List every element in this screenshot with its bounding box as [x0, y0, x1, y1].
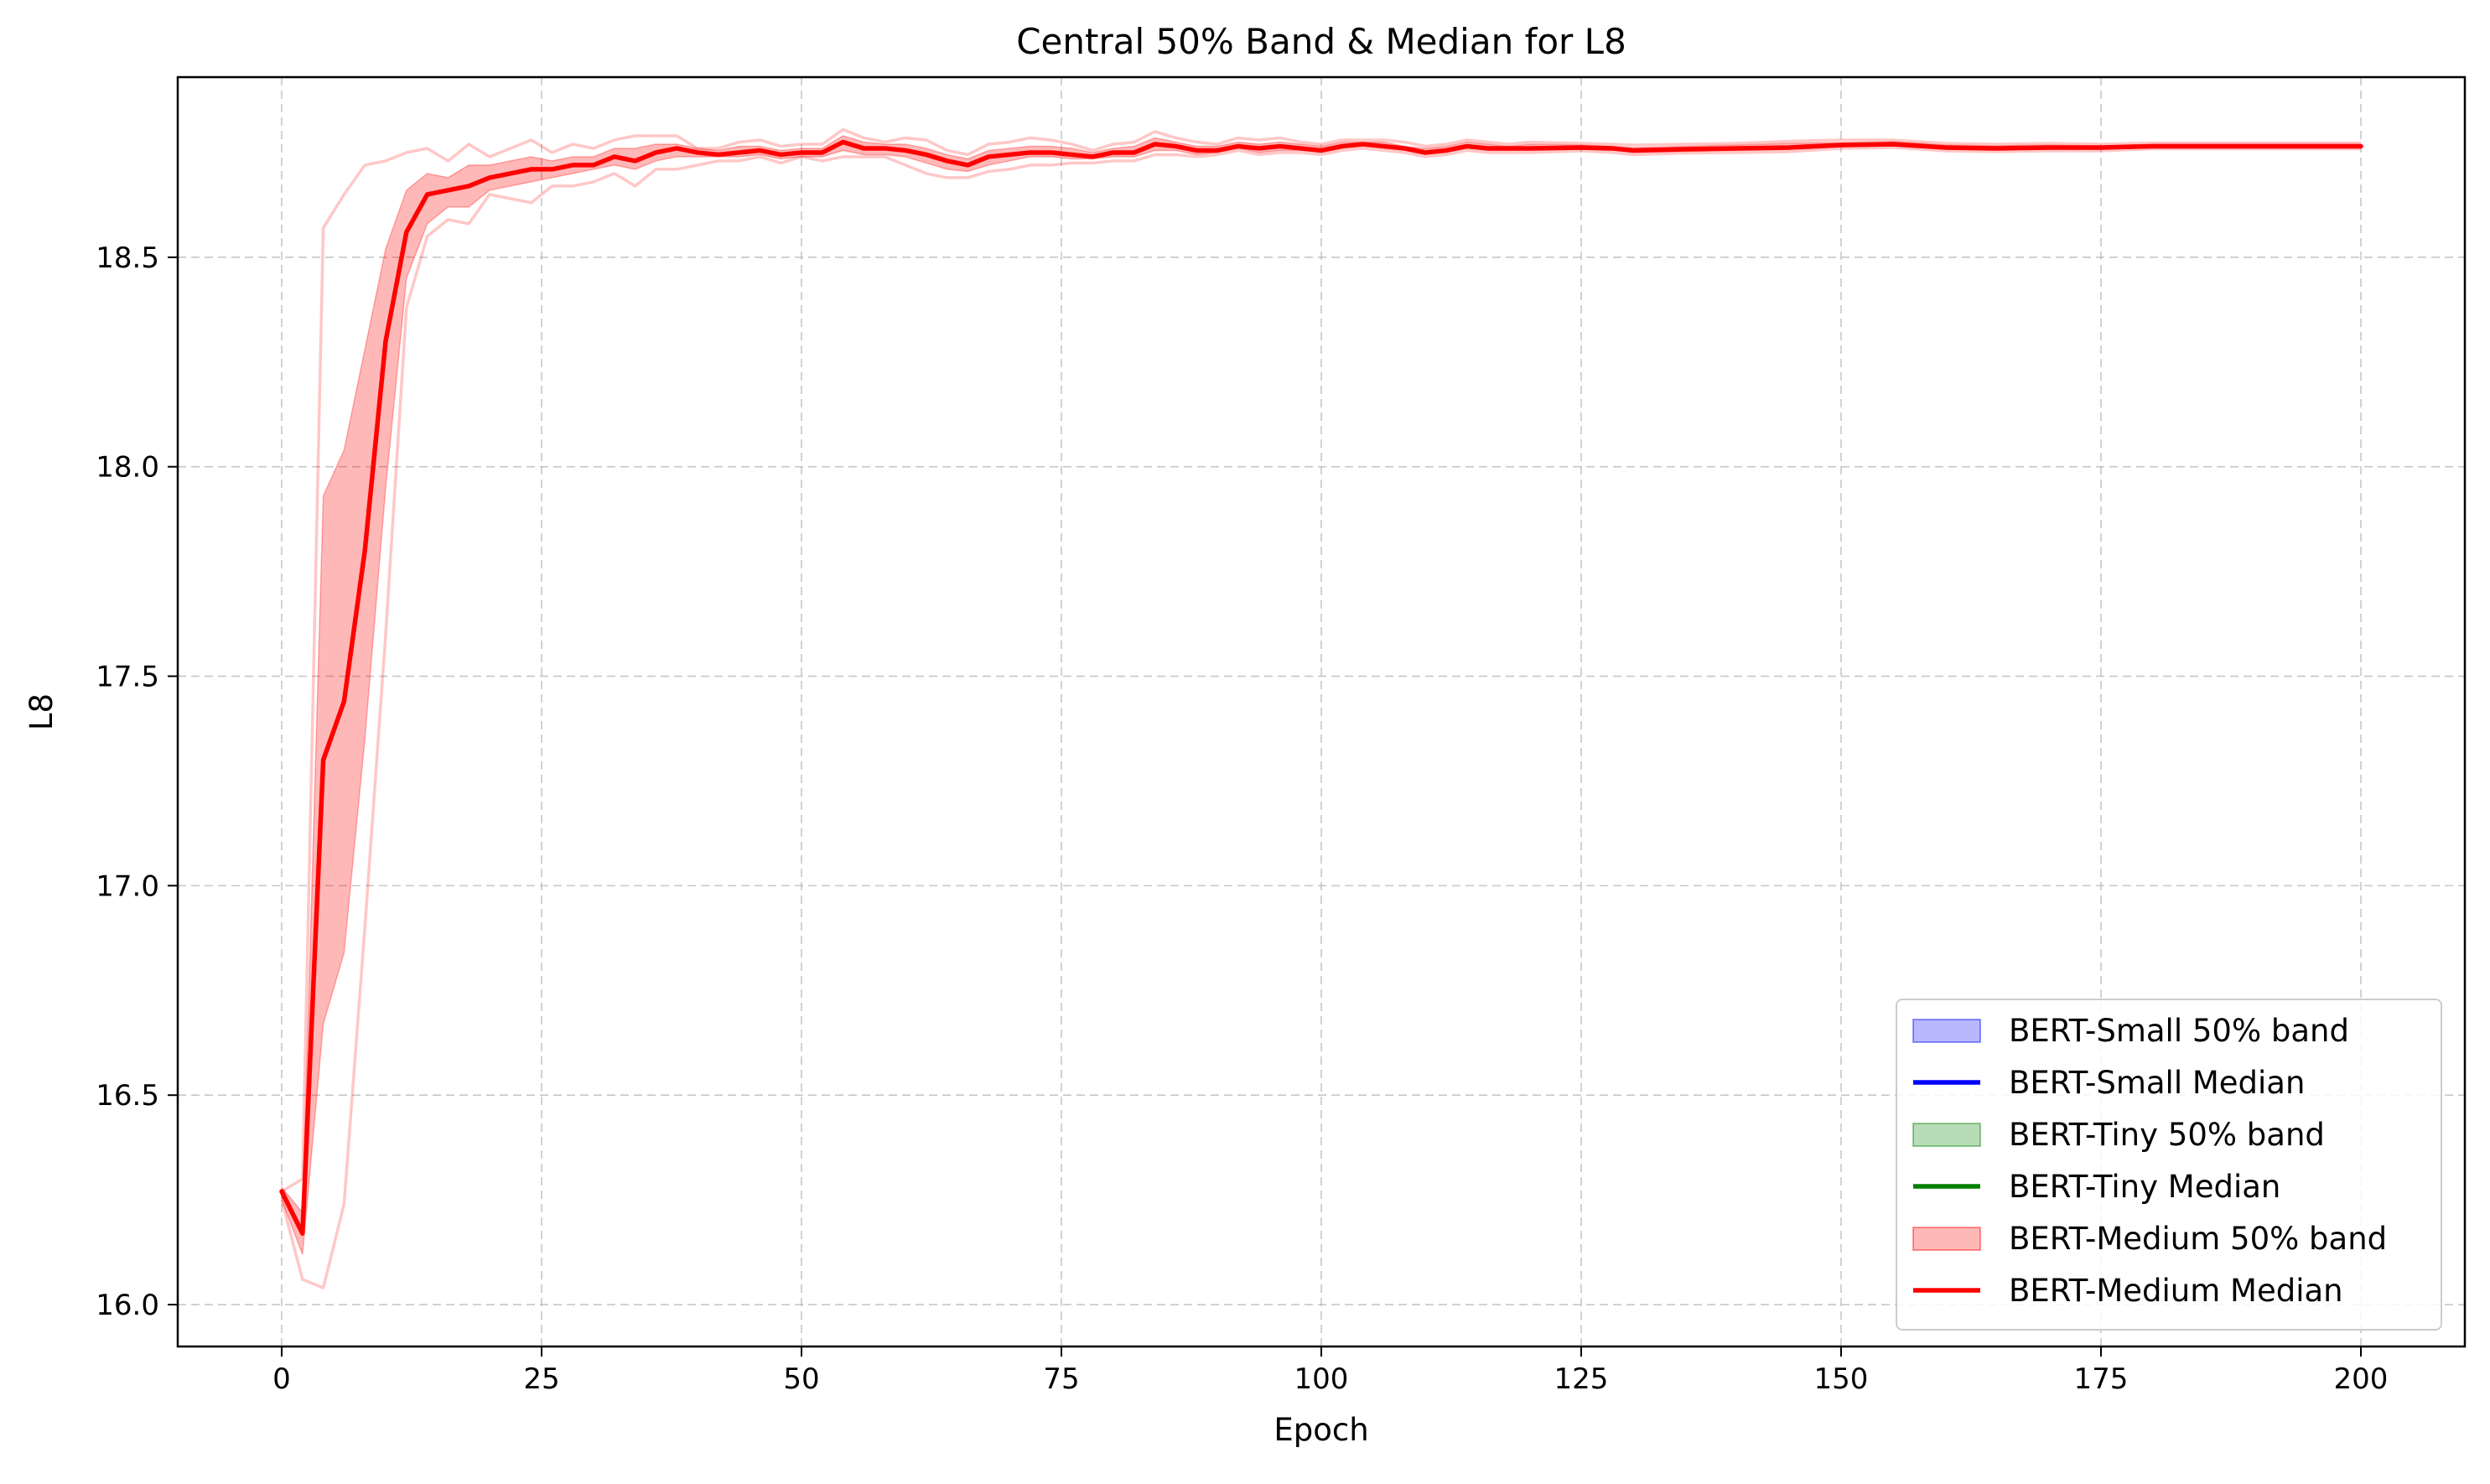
- x-tick-label: 0: [272, 1362, 291, 1396]
- x-tick-label: 100: [1294, 1362, 1349, 1396]
- plot-data: [279, 127, 2363, 1289]
- x-axis-label: Epoch: [1274, 1412, 1368, 1448]
- y-axis-label: L8: [23, 693, 60, 730]
- legend-label: BERT-Medium 50% band: [2009, 1221, 2387, 1257]
- legend-band-swatch: [1912, 1019, 1981, 1043]
- y-tick-label: 16.5: [96, 1079, 159, 1113]
- min-envelope-line: [280, 146, 2361, 1289]
- x-tick-label: 175: [2074, 1362, 2129, 1396]
- x-tick-label: 50: [783, 1362, 819, 1396]
- x-tick-label: 200: [2334, 1362, 2389, 1396]
- y-tick-label: 17.5: [96, 661, 159, 694]
- y-tick-label: 16.0: [96, 1289, 159, 1322]
- legend-label: BERT-Medium Median: [2009, 1273, 2343, 1309]
- y-tick-label: 17.0: [96, 869, 159, 903]
- legend-box: [1896, 999, 2442, 1331]
- legend-label: BERT-Small 50% band: [2009, 1013, 2349, 1049]
- x-tick-label: 150: [1814, 1362, 1869, 1396]
- legend-band-swatch: [1912, 1123, 1981, 1147]
- x-tick-label: 75: [1043, 1362, 1079, 1396]
- axis-ticks: 0 25 50 75 100 125 150 175 200 16.0 16.5 17.0 17.5 18…: [96, 241, 2388, 1396]
- legend-label: BERT-Tiny Median: [2009, 1169, 2280, 1205]
- x-tick-label: 125: [1554, 1362, 1609, 1396]
- y-tick-label: 18.0: [96, 451, 159, 485]
- legend-label: BERT-Tiny 50% band: [2009, 1117, 2325, 1153]
- legend: BERT-Small 50% band BERT-Small Median BERT…: [1896, 999, 2442, 1331]
- max-envelope-line: [281, 127, 2361, 1193]
- legend-band-swatch: [1912, 1227, 1981, 1251]
- median-line: [279, 139, 2363, 1236]
- grid: [178, 77, 2465, 1346]
- chart-title: Central 50% Band & Median for L8: [1016, 21, 1626, 62]
- y-tick-label: 18.5: [96, 241, 159, 275]
- legend-label: BERT-Small Median: [2009, 1065, 2305, 1101]
- x-tick-label: 25: [523, 1362, 559, 1396]
